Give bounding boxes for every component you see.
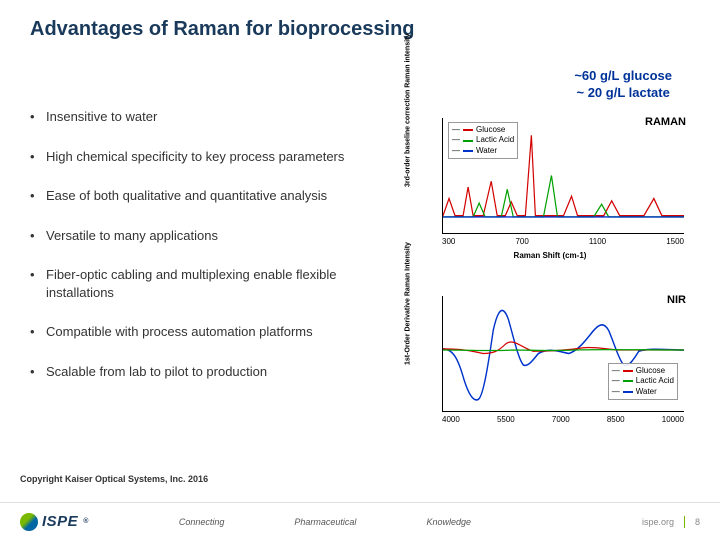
annotation-line1: ~60 g/L glucose bbox=[574, 68, 672, 85]
x-tick: 7000 bbox=[552, 415, 570, 424]
footer-site: ispe.org bbox=[642, 517, 674, 527]
legend-swatch bbox=[623, 370, 633, 372]
raman-y-label: 3rd-order baseline correction Raman inte… bbox=[405, 34, 412, 187]
bullet-item: Scalable from lab to pilot to production bbox=[30, 363, 400, 381]
nir-x-ticks: 4000 5500 7000 8500 10000 bbox=[442, 415, 684, 424]
raman-svg bbox=[443, 118, 684, 233]
concentration-annotation: ~60 g/L glucose ~ 20 g/L lactate bbox=[574, 68, 672, 102]
footer-word: Connecting bbox=[179, 517, 225, 527]
legend-label: Glucose bbox=[636, 366, 665, 376]
copyright-text: Copyright Kaiser Optical Systems, Inc. 2… bbox=[20, 474, 208, 484]
ispe-logo: ISPE ® bbox=[20, 513, 89, 531]
legend-swatch bbox=[623, 391, 633, 393]
footer-tagline: Connecting Pharmaceutical Knowledge bbox=[179, 517, 471, 527]
x-tick: 4000 bbox=[442, 415, 460, 424]
nir-y-label: 1st-Order Derivative Raman Intensity bbox=[405, 242, 412, 365]
slide-footer: ISPE ® Connecting Pharmaceutical Knowledg… bbox=[0, 502, 720, 540]
nir-chart: NIR 1st-Order Derivative Raman Intensity… bbox=[410, 290, 690, 440]
footer-right: ispe.org 8 bbox=[642, 516, 700, 528]
page-number: 8 bbox=[695, 517, 700, 527]
legend-item: — Lactic Acid bbox=[612, 376, 674, 386]
footer-word: Pharmaceutical bbox=[294, 517, 356, 527]
x-tick: 1100 bbox=[589, 237, 606, 246]
x-tick: 5500 bbox=[497, 415, 515, 424]
raman-x-ticks: 300 700 1100 1500 bbox=[442, 237, 684, 246]
logo-text: ISPE bbox=[42, 513, 78, 530]
footer-divider bbox=[684, 516, 685, 528]
bullet-item: Compatible with process automation platf… bbox=[30, 323, 400, 341]
x-tick: 10000 bbox=[662, 415, 684, 424]
raman-chart: RAMAN 3rd-order baseline correction Rama… bbox=[410, 112, 690, 262]
registered-mark: ® bbox=[83, 518, 89, 525]
advantages-list: Insensitive to water High chemical speci… bbox=[30, 108, 400, 402]
legend-item: — Glucose bbox=[612, 366, 674, 376]
legend-item: — Water bbox=[612, 387, 674, 397]
bullet-item: Insensitive to water bbox=[30, 108, 400, 126]
raman-x-label: Raman Shift (cm-1) bbox=[410, 251, 690, 260]
nir-legend: — Glucose — Lactic Acid — Water bbox=[608, 363, 678, 400]
legend-label: Water bbox=[636, 387, 657, 397]
raman-series-lactic bbox=[443, 176, 684, 217]
bullet-item: Fiber-optic cabling and multiplexing ena… bbox=[30, 266, 400, 301]
footer-word: Knowledge bbox=[426, 517, 471, 527]
globe-icon bbox=[20, 513, 38, 531]
raman-plot-area bbox=[442, 118, 684, 234]
annotation-line2: ~ 20 g/L lactate bbox=[574, 85, 672, 102]
x-tick: 300 bbox=[442, 237, 455, 246]
bullet-item: High chemical specificity to key process… bbox=[30, 148, 400, 166]
bullet-item: Ease of both qualitative and quantitativ… bbox=[30, 187, 400, 205]
x-tick: 8500 bbox=[607, 415, 625, 424]
x-tick: 1500 bbox=[666, 237, 684, 246]
slide-title: Advantages of Raman for bioprocessing bbox=[30, 18, 415, 41]
legend-swatch bbox=[623, 380, 633, 382]
x-tick: 700 bbox=[515, 237, 528, 246]
bullet-item: Versatile to many applications bbox=[30, 227, 400, 245]
legend-label: Lactic Acid bbox=[636, 376, 674, 386]
